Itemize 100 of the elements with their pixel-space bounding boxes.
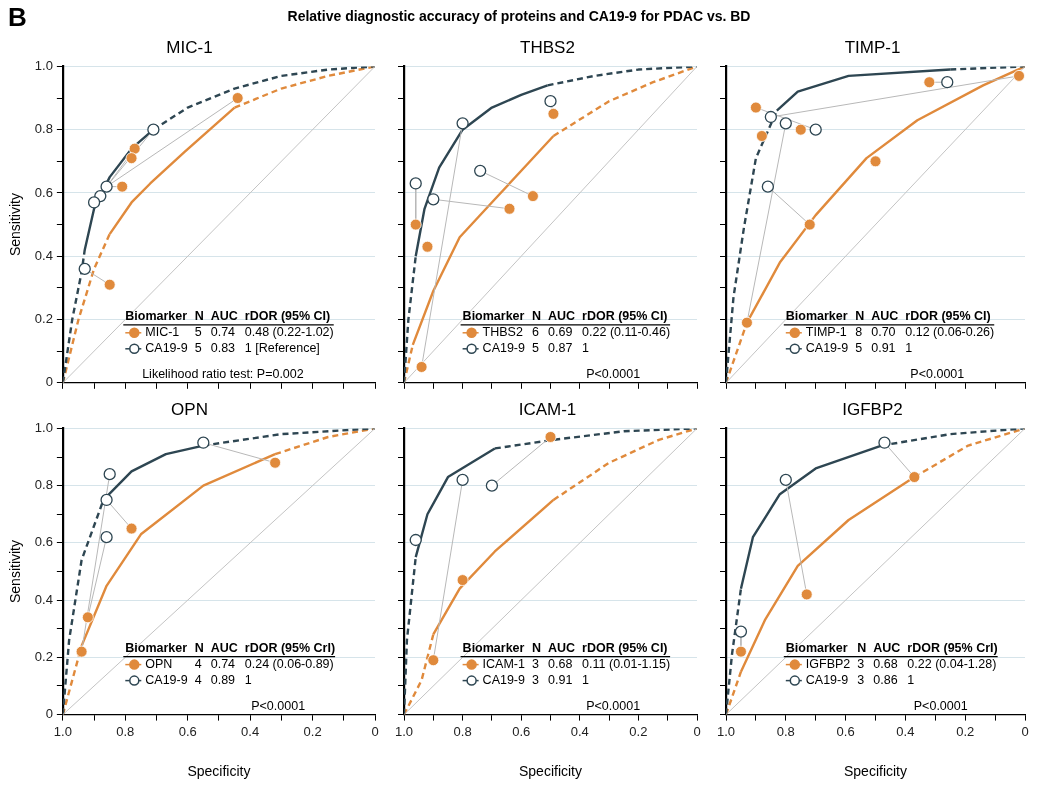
text: Relative diagnostic accuracy of proteins and CA19-9 for PDAC vs. BD: [287, 8, 751, 24]
x-tick-label: 0.2: [629, 723, 648, 739]
x-axis-title: Specificity: [187, 763, 251, 780]
y-tick-label: 1.0: [34, 57, 53, 73]
legend-label: CA19-9: [482, 341, 526, 356]
x-tick-label: 0.2: [956, 723, 975, 739]
annotation: N: [531, 641, 542, 656]
chart-title: OPN: [171, 399, 208, 419]
y-tick-label: 0: [45, 706, 53, 722]
x-tick-label: 0.8: [116, 723, 135, 739]
legend-title: Biomarker: [462, 309, 525, 324]
legend-label: CA19-9: [145, 673, 188, 688]
x-tick-label: 0.8: [776, 723, 795, 739]
annotation: 0.22 (0.04-1.28): [907, 657, 997, 672]
x-tick-label: 1.0: [716, 723, 736, 739]
annotation: 0.74: [210, 657, 236, 672]
annotation: AUC: [210, 641, 238, 656]
x-tick-label: 0.4: [896, 723, 915, 739]
y-tick-label: 0.4: [34, 591, 53, 607]
x-tick-label: 0.2: [303, 723, 322, 739]
annotation: 3: [857, 657, 865, 672]
y-tick-label: 0: [45, 374, 53, 390]
x-tick-label: 0.8: [453, 723, 472, 739]
x-tick-label: 0.6: [178, 723, 197, 739]
annotation: AUC: [548, 309, 576, 324]
annotation: N: [194, 309, 204, 324]
annotation: 0.68: [873, 657, 898, 672]
annotation: 3: [531, 673, 539, 688]
legend-label: ICAM-1: [482, 657, 526, 672]
annotation: 0.22 (0.11-0.46): [582, 325, 671, 340]
annotation: 6: [531, 325, 539, 340]
annotation: 5: [194, 341, 202, 356]
chart-title: THBS2: [520, 37, 575, 57]
legend-label: CA19-9: [805, 341, 849, 356]
legend-label: MIC-1: [145, 325, 180, 340]
annotation: AUC: [210, 309, 238, 324]
legend-title: Biomarker: [785, 641, 848, 656]
annotation: 0.48 (0.22-1.02): [244, 325, 334, 340]
annotation: N: [857, 641, 867, 656]
y-tick-label: 0.2: [34, 648, 53, 664]
annotation: rDOR (95% CI): [582, 309, 668, 324]
x-tick-label: 0.4: [241, 723, 260, 739]
legend-label: IGFBP2: [805, 657, 851, 672]
x-tick-label: 0: [693, 723, 701, 739]
annotation: P<0.0001: [586, 699, 641, 714]
y-tick-label: 0.6: [34, 534, 53, 550]
legend-title: Biomarker: [125, 309, 188, 324]
legend-label: TIMP-1: [805, 325, 847, 340]
chart-title: IGFBP2: [842, 399, 903, 419]
annotation: 0.12 (0.06-0.26): [905, 325, 995, 340]
legend-label: CA19-9: [145, 341, 188, 356]
annotation: P<0.0001: [586, 367, 641, 382]
annotation: 0.68: [548, 657, 573, 672]
annotation: 0.70: [871, 325, 896, 340]
y-tick-label: 0.2: [34, 311, 53, 327]
annotation: Likelihood ratio test: P=0.002: [142, 367, 304, 382]
annotation: 5: [855, 341, 863, 356]
x-tick-label: 0.4: [570, 723, 589, 739]
annotation: 3: [857, 673, 865, 688]
annotation: 5: [194, 325, 202, 340]
legend-label: CA19-9: [805, 673, 849, 688]
y-tick-label: 1.0: [34, 419, 53, 435]
annotation: N: [531, 309, 542, 324]
x-axis-title: Specificity: [843, 763, 908, 780]
annotation: 0.91: [548, 673, 573, 688]
annotation: N: [855, 309, 865, 324]
annotation: rDOR (95% CI): [905, 309, 991, 324]
x-axis-title: Specificity: [518, 763, 583, 780]
x-tick-label: 0.6: [512, 723, 531, 739]
y-axis-title: Sensitivity: [7, 539, 24, 604]
annotation: 0.87: [548, 341, 573, 356]
annotation: 0.24 (0.06-0.89): [244, 657, 334, 672]
annotation: N: [194, 641, 204, 656]
y-tick-label: 0.4: [34, 247, 53, 263]
annotation: P<0.0001: [251, 699, 306, 714]
annotation: rDOR (95% CI): [582, 641, 668, 656]
annotation: 0.91: [871, 341, 896, 356]
y-tick-label: 0.6: [34, 184, 53, 200]
chart-title: MIC-1: [166, 37, 213, 57]
annotation: rDOR (95% CI): [244, 309, 331, 324]
legend-title: Biomarker: [462, 641, 525, 656]
annotation: 1: [244, 673, 252, 688]
annotation: AUC: [873, 641, 901, 656]
y-tick-label: 0.8: [34, 121, 53, 137]
annotation: AUC: [548, 641, 576, 656]
y-axis-title: Sensitivity: [7, 193, 24, 257]
annotation: 1: [905, 341, 913, 356]
annotation: rDOR (95% CrI): [907, 641, 998, 656]
annotation: 4: [194, 673, 202, 688]
annotation: 0.83: [210, 341, 236, 356]
annotation: 0.86: [873, 673, 898, 688]
legend-label: OPN: [145, 657, 173, 672]
annotation: 0.89: [210, 673, 236, 688]
annotation: 3: [531, 657, 539, 672]
legend-title: Biomarker: [785, 309, 848, 324]
x-tick-label: 0.6: [836, 723, 855, 739]
annotation: 1: [582, 341, 590, 356]
x-tick-label: 1.0: [394, 723, 414, 739]
legend-title: Biomarker: [125, 641, 188, 656]
annotation: P<0.0001: [910, 367, 965, 382]
